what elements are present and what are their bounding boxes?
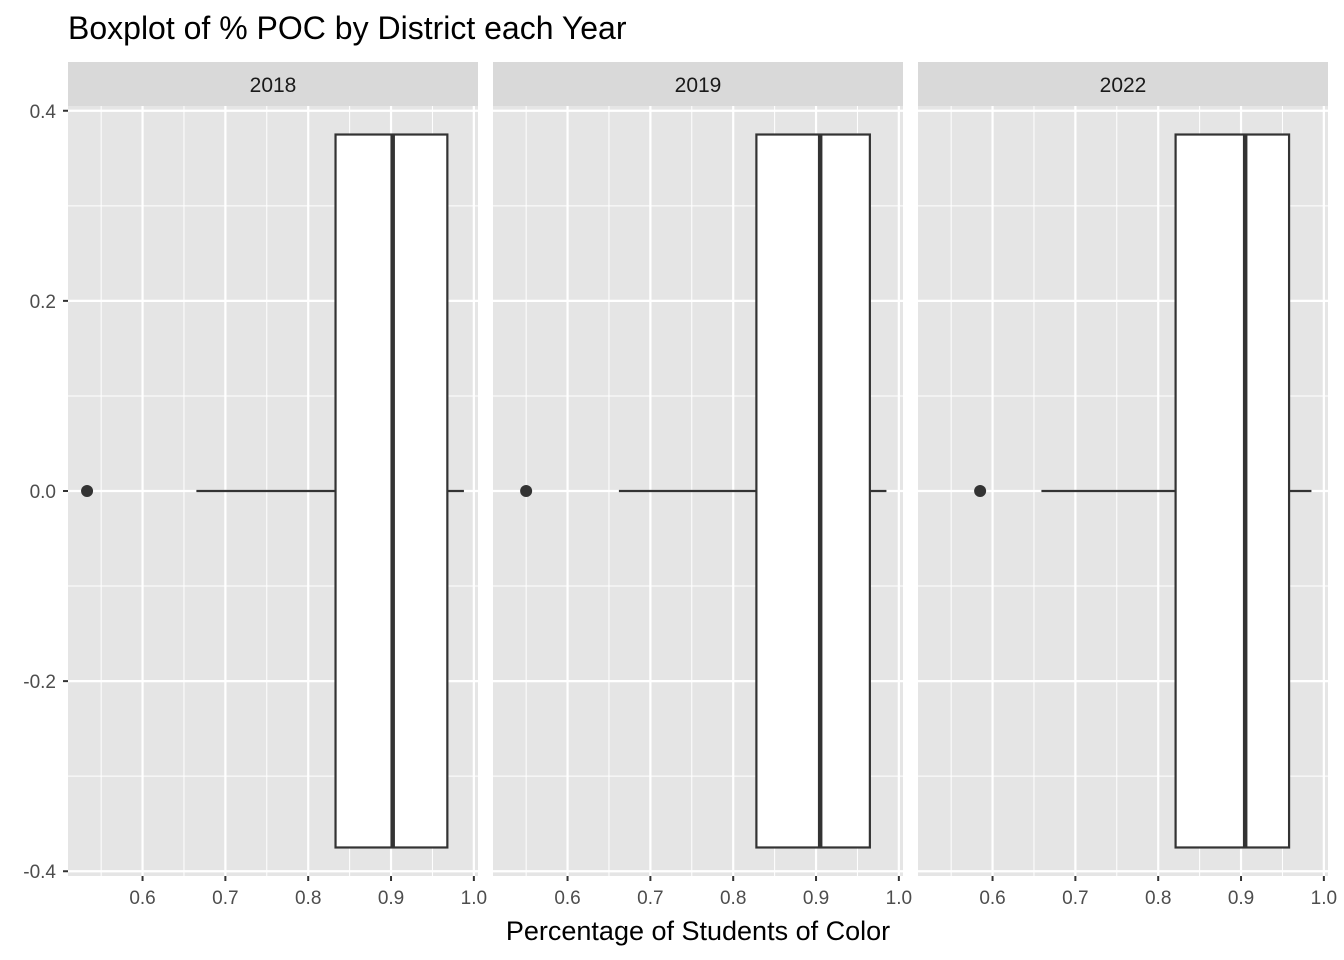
facet-strip-label: 2022 (1100, 74, 1147, 97)
chart-title: Boxplot of % POC by District each Year (68, 10, 627, 46)
facet-panel-2019: 2019 0.6 0.7 0.8 0.9 1.0 (493, 62, 912, 909)
facet-strip (68, 62, 478, 106)
x-tick-label: 1.0 (1311, 888, 1337, 909)
y-tick-label: -0.2 (23, 672, 56, 693)
iqr-box (755, 133, 871, 849)
y-tick-label: 0.2 (30, 292, 56, 313)
x-tick-label: 0.7 (637, 888, 663, 909)
outlier-point (520, 485, 533, 497)
x-tick-label: 0.6 (129, 888, 155, 909)
x-tick-label: 0.9 (378, 888, 404, 909)
x-axis-title: Percentage of Students of Color (506, 916, 890, 946)
x-tick-label: 0.6 (979, 888, 1005, 909)
facet-strip-label: 2018 (250, 74, 297, 97)
iqr-box (1174, 133, 1291, 849)
x-tick-label: 0.7 (1062, 888, 1088, 909)
y-tick-label: -0.4 (23, 862, 56, 883)
x-tick-label: 0.9 (1228, 888, 1254, 909)
facet-panel-2018: 2018 0.6 0.7 0.8 0.9 1.0 (68, 62, 487, 909)
facet-strip (918, 62, 1328, 106)
outlier-point (81, 485, 94, 497)
x-tick-label: 0.8 (295, 888, 321, 909)
outlier-point (974, 485, 987, 497)
x-tick-label: 0.8 (720, 888, 746, 909)
y-tick-label: 0.4 (30, 102, 57, 123)
facet-strip-label: 2019 (675, 74, 722, 97)
y-axis: 0.4 0.2 0.0 -0.2 -0.4 (23, 102, 68, 883)
facet-strip (493, 62, 903, 106)
x-tick-label: 1.0 (461, 888, 487, 909)
x-tick-label: 0.7 (212, 888, 238, 909)
facet-panel-2022: 2022 0.6 0.7 0.8 0.9 1.0 (918, 62, 1337, 909)
y-tick-label: 0.0 (30, 482, 56, 503)
x-tick-label: 0.9 (803, 888, 829, 909)
x-tick-label: 0.8 (1145, 888, 1171, 909)
x-tick-label: 1.0 (886, 888, 912, 909)
x-tick-label: 0.6 (554, 888, 580, 909)
